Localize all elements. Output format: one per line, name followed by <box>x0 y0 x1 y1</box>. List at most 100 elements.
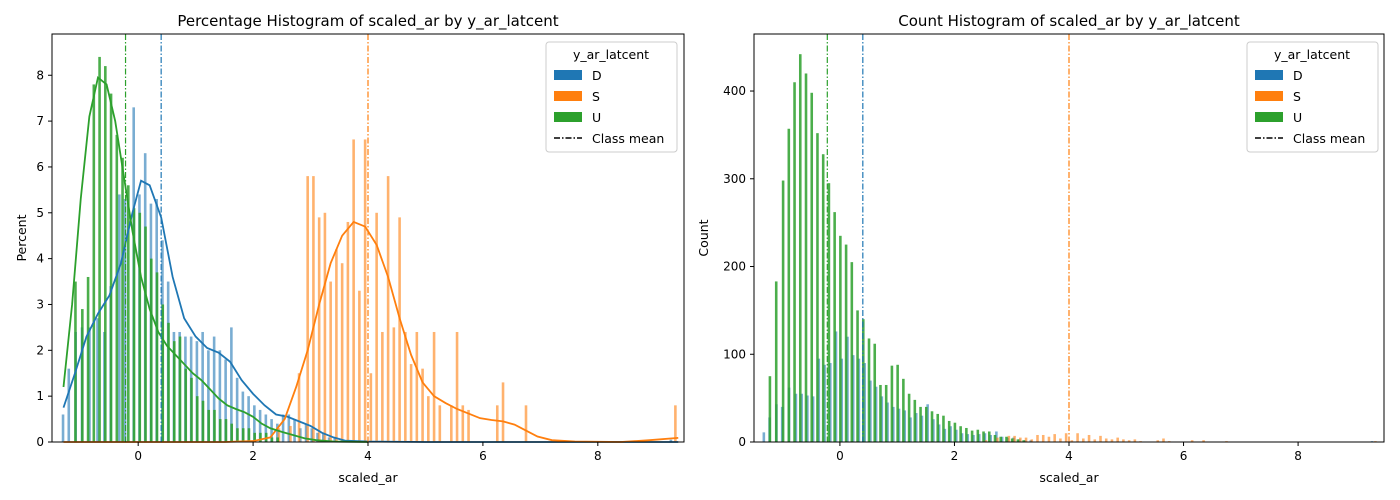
class-mean-layer <box>826 34 1070 442</box>
bar-s <box>1110 439 1114 442</box>
count-histogram-panel: Count Histogram of scaled_ar by y_ar_lat… <box>696 12 1385 485</box>
legend-label-d: D <box>1293 68 1303 83</box>
legend-label-d: D <box>592 68 602 83</box>
y-tick-label: 8 <box>36 68 44 82</box>
legend-label-s: S <box>1293 89 1301 104</box>
bar-s <box>277 428 281 442</box>
bar-d <box>201 331 204 442</box>
bar-d <box>989 434 992 442</box>
bar-u <box>867 338 871 442</box>
bar-u <box>810 92 814 442</box>
bar-u <box>930 411 934 442</box>
bar-d <box>322 432 325 442</box>
kde-line-u <box>62 75 369 443</box>
bar-s <box>358 290 361 442</box>
bar-u <box>993 434 997 442</box>
bar-u <box>74 281 77 442</box>
legend-label-u: U <box>592 110 601 125</box>
bar-u <box>115 134 119 442</box>
bar-s <box>1053 434 1056 442</box>
x-tick-label: 0 <box>836 449 844 463</box>
bar-d <box>955 429 958 442</box>
bar-d <box>88 327 91 442</box>
bar-u <box>167 322 170 442</box>
bar-d <box>118 194 121 442</box>
bar-d <box>846 336 849 442</box>
bar-u <box>1016 439 1020 442</box>
bar-s <box>1076 433 1079 442</box>
bar-d <box>327 437 331 442</box>
bar-u <box>850 262 854 442</box>
bar-d <box>932 419 935 442</box>
bar-s <box>1190 440 1194 442</box>
bar-s <box>1036 434 1039 442</box>
y-tick-label: 3 <box>36 297 44 311</box>
bar-d <box>224 359 227 442</box>
legend-swatch-u <box>1255 112 1283 122</box>
bar-d <box>669 439 673 442</box>
bar-u <box>1010 438 1014 442</box>
bar-u <box>155 272 159 442</box>
bar-d <box>212 336 216 442</box>
bar-u <box>236 428 239 442</box>
bar-u <box>213 409 216 442</box>
bar-s <box>392 327 396 442</box>
bar-u <box>768 376 772 442</box>
bar-s <box>432 331 436 442</box>
bar-d <box>61 414 65 442</box>
bar-d <box>995 431 998 442</box>
bar-d <box>972 434 975 442</box>
bar-s <box>1104 438 1108 442</box>
bar-d <box>914 413 918 442</box>
x-tick-label: 2 <box>951 449 959 463</box>
bar-u <box>81 309 84 442</box>
bar-u <box>121 157 124 442</box>
bar-s <box>1202 440 1205 442</box>
legend-box <box>545 41 678 153</box>
bar-s <box>1064 433 1068 442</box>
y-tick-label: 300 <box>723 172 746 186</box>
bar-u <box>856 310 859 442</box>
bar-u <box>144 226 147 442</box>
x-tick-label: 0 <box>134 449 142 463</box>
bar-d <box>316 432 319 442</box>
bar-u <box>201 400 205 442</box>
bar-u <box>827 183 831 442</box>
legend-title: y_ar_latcent <box>1274 47 1350 62</box>
bar-d <box>977 434 981 442</box>
bar-u <box>959 426 962 442</box>
bar-u <box>138 212 142 442</box>
bar-s <box>398 217 401 442</box>
bar-s <box>438 405 442 442</box>
bar-s <box>1024 437 1028 442</box>
y-axis-label: Count <box>696 219 711 256</box>
chart-title: Percentage Histogram of scaled_ar by y_a… <box>177 12 558 31</box>
bar-s <box>1156 440 1160 442</box>
bar-s <box>329 281 332 442</box>
bar-d <box>195 341 199 442</box>
bar-s <box>363 139 367 442</box>
bar-u <box>924 406 928 442</box>
y-tick-label: 400 <box>723 84 746 98</box>
bar-d <box>937 424 941 442</box>
bar-d <box>806 395 809 442</box>
legend: y_ar_latcent D S U Class mean <box>545 41 678 153</box>
bar-d <box>920 415 924 442</box>
bar-d <box>949 426 952 442</box>
bar-d <box>817 358 821 442</box>
bar-d <box>903 410 907 442</box>
bar-u <box>149 258 153 442</box>
bar-s <box>674 405 677 442</box>
bar-d <box>943 428 947 442</box>
bar-s <box>1093 439 1097 442</box>
bar-u <box>195 396 199 442</box>
bar-u <box>953 422 957 442</box>
bar-s <box>375 212 378 442</box>
bar-d <box>886 402 889 442</box>
bar-u <box>965 427 968 442</box>
bar-s <box>455 331 459 442</box>
bar-d <box>811 396 815 442</box>
bar-u <box>207 409 211 442</box>
bar-s <box>1133 439 1137 442</box>
kde-line-d <box>62 179 679 443</box>
